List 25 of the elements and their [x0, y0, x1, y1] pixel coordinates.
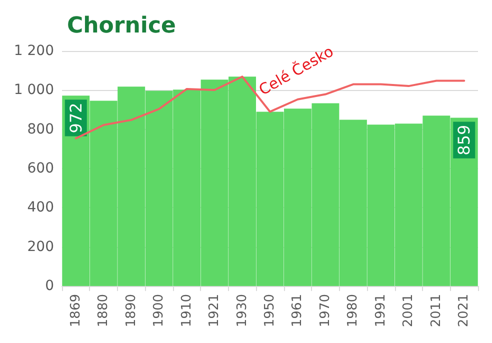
- x-tick-label: 1910: [179, 294, 194, 328]
- x-tick-label: 1970: [318, 294, 333, 328]
- x-tick-label: 1980: [346, 294, 361, 328]
- x-tick-label: 1961: [290, 294, 306, 328]
- y-tick-label: 800: [27, 121, 54, 138]
- y-tick-label: 1 200: [14, 43, 54, 59]
- data-label: 859: [454, 124, 474, 156]
- x-tick-label: 1880: [96, 294, 112, 328]
- y-tick-label: 600: [27, 160, 54, 176]
- x-tick-label: 1991: [373, 294, 388, 328]
- y-tick-label: 0: [45, 278, 54, 294]
- x-tick-label: 1950: [262, 294, 278, 328]
- x-tick-label: 2001: [401, 294, 416, 328]
- x-tick-label: 1921: [207, 294, 222, 328]
- x-tick-label: 1890: [124, 294, 139, 328]
- x-tick-label: 1869: [68, 294, 84, 328]
- x-tick-label: 2021: [456, 294, 472, 328]
- y-tick-label: 400: [27, 200, 54, 216]
- data-label: 972: [66, 102, 86, 134]
- chart-title: Chornice: [67, 14, 176, 38]
- y-tick-label: 200: [27, 238, 54, 255]
- x-tick-label: 2011: [428, 294, 444, 328]
- x-tick-label: 1930: [234, 294, 250, 328]
- y-tick-label: 1 000: [14, 82, 54, 98]
- x-tick-label: 1900: [152, 294, 167, 328]
